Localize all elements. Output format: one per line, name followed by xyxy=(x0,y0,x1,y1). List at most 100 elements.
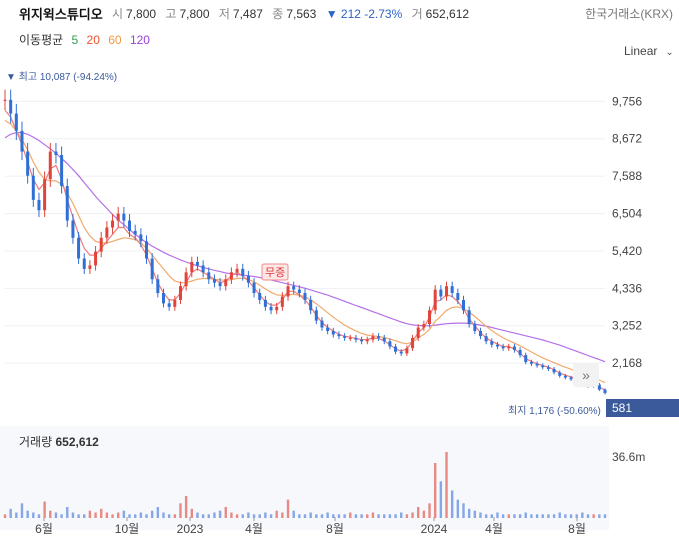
volume-bar xyxy=(518,514,522,518)
volume-bar xyxy=(496,512,499,518)
y-tick-label: 2,168 xyxy=(612,356,642,370)
volume-bar xyxy=(450,490,454,518)
volume-bar xyxy=(479,512,482,518)
ohlc-quote: 시 7,800 고 7,800 저 7,487 종 7,563 ▼ 212 -2.73%… xyxy=(112,5,475,22)
volume-bar xyxy=(235,514,239,518)
x-tick-label: 8월 xyxy=(568,522,586,536)
candle-body xyxy=(535,363,539,366)
candle-body xyxy=(337,334,341,337)
candle-body xyxy=(111,220,115,228)
volume-bar xyxy=(343,514,346,518)
volume-max-label: 36.6m xyxy=(612,450,645,464)
candle-body xyxy=(246,275,250,283)
candle-body xyxy=(343,336,347,338)
volume-bar xyxy=(15,512,18,518)
volume-bar xyxy=(60,514,63,518)
volume-bar xyxy=(354,514,358,518)
candle-body xyxy=(512,346,516,350)
scroll-right-button[interactable]: » xyxy=(573,363,599,387)
scale-selector[interactable]: Linear ⌄ xyxy=(624,44,674,58)
candle-body xyxy=(133,230,137,235)
volume-bar xyxy=(117,512,120,518)
close-value: 7,563 xyxy=(286,7,317,21)
min-annotation: 최지 1,176 (-50.60%) xyxy=(508,405,601,417)
volume-bar xyxy=(581,512,584,518)
volume-bar xyxy=(190,508,193,518)
candle-body xyxy=(377,336,381,338)
volume-bar xyxy=(3,514,7,518)
open-value: 7,800 xyxy=(126,7,157,21)
y-axis-labels: 9,756 8,672 7,588 6,504 5,420 4,336 3,252 2,168 xyxy=(612,94,642,370)
volume-bar xyxy=(592,514,595,518)
volume-bar xyxy=(303,514,307,518)
candle-body xyxy=(365,339,369,342)
change-value: ▼ 212 -2.73% xyxy=(325,7,403,21)
candle-body xyxy=(461,299,465,311)
volume-bar xyxy=(139,512,143,518)
volume-title-value: 652,612 xyxy=(55,435,99,449)
current-price-tag: 581 xyxy=(606,399,679,417)
volume-bar xyxy=(201,514,205,518)
candle-body xyxy=(563,375,567,378)
candle-body xyxy=(60,155,64,187)
candle-body xyxy=(128,220,132,231)
candle-body xyxy=(320,320,324,328)
volume-bars xyxy=(3,452,607,518)
candle-body xyxy=(399,351,403,354)
volume-bar xyxy=(247,512,250,518)
candle-body xyxy=(224,279,228,287)
candle-body xyxy=(195,261,199,266)
candle-body xyxy=(518,349,522,356)
candle-body xyxy=(422,324,426,328)
volume-bar xyxy=(326,512,329,518)
candle-body xyxy=(484,336,488,342)
volume-bar xyxy=(422,510,426,518)
candle-body xyxy=(31,175,35,200)
volume-bar xyxy=(490,514,493,518)
x-tick-label: 6월 xyxy=(35,522,53,536)
volume-bar xyxy=(213,512,216,518)
candle-body xyxy=(88,265,92,269)
volume-bar xyxy=(281,512,284,518)
candle-body xyxy=(309,299,313,311)
candle-body xyxy=(552,368,556,373)
volume-bar xyxy=(258,514,261,518)
candle-body xyxy=(348,337,352,339)
candle-body xyxy=(456,293,460,300)
candle-body xyxy=(116,213,120,221)
volume-bar xyxy=(315,514,318,518)
volume-bar xyxy=(128,514,131,518)
volume-bar xyxy=(207,514,210,518)
volume-bar xyxy=(196,512,199,518)
volume-bar xyxy=(94,512,97,518)
candle-body xyxy=(439,289,443,297)
volume-bar xyxy=(337,514,341,518)
volume-bar xyxy=(49,510,52,518)
candle-body xyxy=(405,348,409,354)
y-tick-label: 6,504 xyxy=(612,207,642,221)
volume-bar xyxy=(133,514,137,518)
candle-body xyxy=(314,310,318,321)
candle-body xyxy=(360,339,364,342)
candle-body xyxy=(14,113,18,131)
candle-body xyxy=(26,151,30,176)
candle-body xyxy=(501,346,505,349)
candle-body xyxy=(48,151,52,180)
x-tick-label: 2023 xyxy=(177,522,204,536)
grid-lines xyxy=(5,100,605,364)
volume-bar xyxy=(558,512,561,518)
candle-body xyxy=(546,367,550,369)
stock-name[interactable]: 위지윅스튜디오 xyxy=(19,7,103,22)
volume-bar xyxy=(218,510,222,518)
candle-body xyxy=(3,99,7,101)
volume-bar xyxy=(462,503,465,518)
volume-bar xyxy=(37,514,41,518)
moving-average-legend[interactable]: 이동평균 5 20 60 120 xyxy=(19,31,155,48)
volume-bar xyxy=(535,514,539,518)
volume-bar xyxy=(122,510,126,518)
candle-body xyxy=(218,282,222,287)
volume-bar xyxy=(349,512,352,518)
ma-120: 120 xyxy=(129,33,150,47)
candle-body xyxy=(178,286,182,300)
